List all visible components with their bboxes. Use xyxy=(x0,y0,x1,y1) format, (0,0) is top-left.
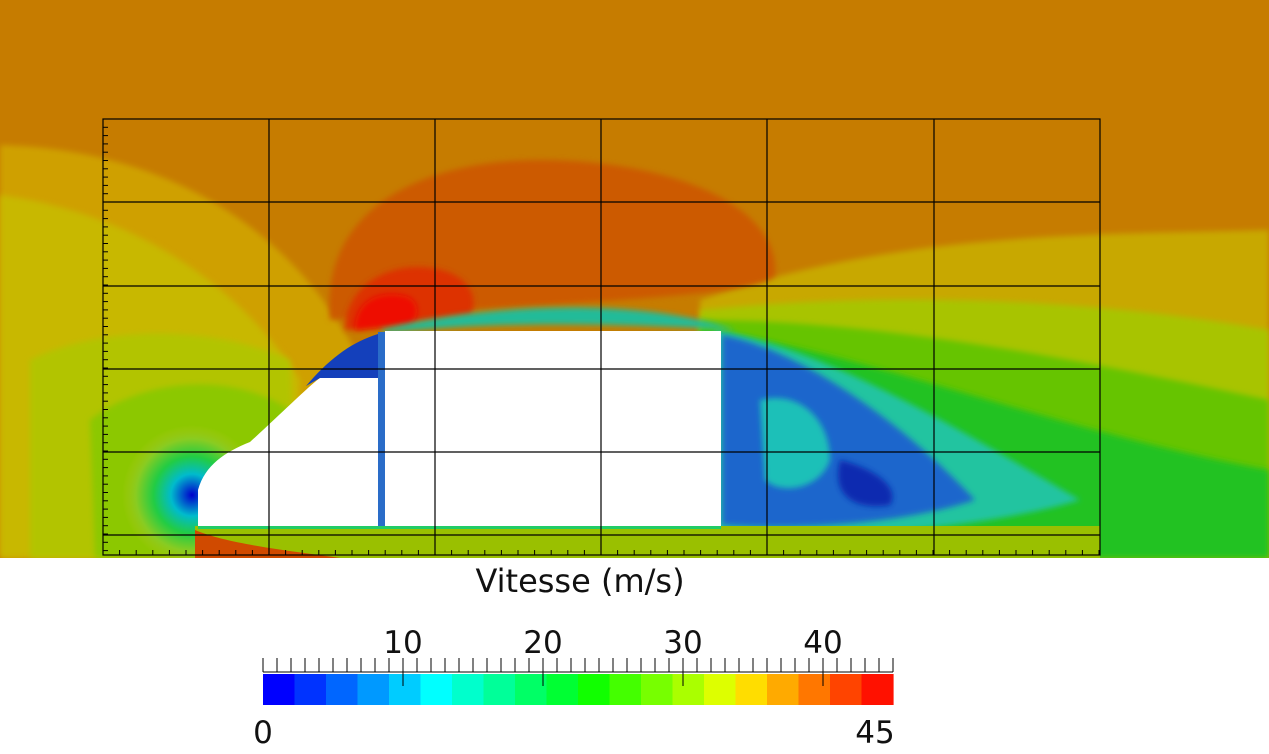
colorbar-swatch xyxy=(263,674,296,705)
chart-title: Vitesse (m/s) xyxy=(475,562,685,600)
colorbar-tick-label: 20 xyxy=(523,625,562,661)
vehicle-box xyxy=(385,331,721,527)
colorbar-min-label: 0 xyxy=(253,715,273,751)
vehicle-gap xyxy=(378,332,385,526)
colorbar-swatch xyxy=(326,674,359,705)
vehicle-cab xyxy=(198,378,378,528)
velocity-field-plot xyxy=(0,0,1269,558)
colorbar-swatch xyxy=(483,674,516,705)
wake-recirculation xyxy=(760,398,830,489)
colorbar-tick-label: 40 xyxy=(803,625,842,661)
colorbar-swatch xyxy=(767,674,800,705)
vehicle-windshield xyxy=(306,334,378,386)
colorbar-swatch xyxy=(704,674,737,705)
colorbar-swatch xyxy=(830,674,863,705)
colorbar-swatch xyxy=(294,674,327,705)
colorbar-tick-label: 30 xyxy=(663,625,702,661)
colorbar-swatch xyxy=(861,674,894,705)
underbody-flow xyxy=(195,526,1100,558)
colorbar-swatch xyxy=(420,674,453,705)
colorbar-swatch xyxy=(515,674,548,705)
colorbar-swatches xyxy=(263,674,894,705)
grid-ticks xyxy=(102,118,1100,555)
plot-grid xyxy=(102,118,1101,556)
colorbar-tick-label: 10 xyxy=(383,625,422,661)
wake-vortex xyxy=(838,460,893,507)
colorbar-swatch xyxy=(735,674,768,705)
colorbar-ticks xyxy=(262,658,894,686)
colorbar: 10 20 30 40 0 45 xyxy=(253,625,895,751)
colorbar-swatch xyxy=(798,674,831,705)
roof-accel-peak xyxy=(355,294,417,330)
colorbar-max-label: 45 xyxy=(855,715,894,751)
colorbar-swatch xyxy=(389,674,422,705)
underbody-jet xyxy=(195,530,340,558)
colorbar-swatch xyxy=(578,674,611,705)
colorbar-swatch xyxy=(609,674,642,705)
colorbar-labels: 10 20 30 40 xyxy=(383,625,842,661)
colorbar-swatch xyxy=(672,674,705,705)
roof-boundary-layer xyxy=(380,307,735,333)
colorbar-swatch xyxy=(641,674,674,705)
colorbar-swatch xyxy=(357,674,390,705)
colorbar-swatch xyxy=(452,674,485,705)
colorbar-swatch xyxy=(546,674,579,705)
ground-line xyxy=(198,526,721,529)
